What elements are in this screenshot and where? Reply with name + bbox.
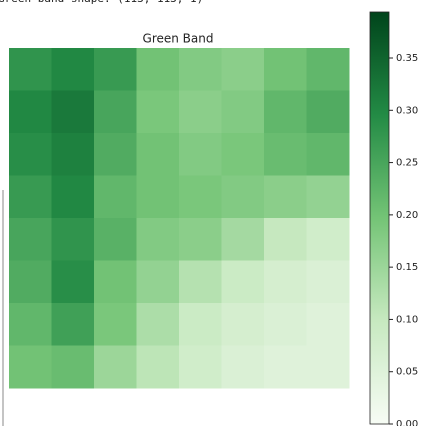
heatmap-cell (51, 175, 95, 219)
heatmap-cell (51, 303, 95, 346)
heatmap-cell (94, 303, 137, 346)
heatmap-cell (94, 90, 137, 134)
heatmap-cell (136, 133, 180, 176)
heatmap-cell (179, 133, 222, 176)
heatmap-cell (94, 260, 137, 304)
colorbar-tick-label: 0.15 (396, 262, 418, 273)
heatmap-cell (306, 303, 350, 346)
heatmap-cell (136, 218, 180, 261)
colorbar-tick-label: 0.35 (396, 53, 418, 64)
heatmap-cell (136, 345, 180, 389)
heatmap-cell (9, 48, 52, 91)
heatmap-cell (179, 90, 222, 134)
heatmap-cell (136, 175, 180, 219)
heatmap-cell (306, 345, 350, 389)
colorbar (369, 11, 390, 425)
heatmap-cell (94, 345, 137, 389)
heatmap-cell (306, 48, 350, 91)
heatmap-cell (179, 345, 222, 389)
heatmap-cell (306, 218, 350, 261)
heatmap-cell (94, 175, 137, 219)
heatmap-cell (9, 175, 52, 219)
heatmap-cell (51, 90, 95, 134)
heatmap-cell (179, 260, 222, 304)
heatmap-cell (51, 133, 95, 176)
heatmap-cell (264, 345, 307, 389)
heatmap-cell (264, 303, 307, 346)
heatmap-cell (9, 133, 52, 176)
heatmap-cell (221, 218, 265, 261)
heatmap-cell (136, 303, 180, 346)
colorbar-tick-label: 0.20 (396, 210, 418, 221)
chart-title: Green Band (143, 32, 214, 46)
heatmap-cell (51, 48, 95, 91)
heatmap-cell (306, 175, 350, 219)
heatmap-cell (179, 48, 222, 91)
heatmap-cell (264, 133, 307, 176)
colorbar-tick-label: 0.25 (396, 158, 418, 169)
heatmap-cell (94, 48, 137, 91)
heatmap-cell (9, 90, 52, 134)
heatmap-cell (179, 218, 222, 261)
heatmap-cell (221, 90, 265, 134)
colorbar-tick-label: 0.00 (396, 419, 418, 426)
heatmap-cell (264, 48, 307, 91)
colorbar-tick-label: 0.05 (396, 367, 418, 378)
heatmap-cell (9, 345, 52, 389)
heatmap-cell (51, 218, 95, 261)
heatmap-cell (264, 218, 307, 261)
heatmap-cell (306, 90, 350, 134)
heatmap-cell (9, 218, 52, 261)
heatmap-cell (221, 345, 265, 389)
heatmap-cell (94, 133, 137, 176)
heatmap-cell (221, 175, 265, 219)
heatmap-cell (9, 260, 52, 304)
heatmap-cell (136, 48, 180, 91)
heatmap-cell (221, 260, 265, 304)
heatmap-cell (9, 303, 52, 346)
heatmap-cell (179, 303, 222, 346)
heatmap-cell (221, 48, 265, 91)
heatmap-cell (136, 90, 180, 134)
output-text: Green band shape: (113, 113, 1) (0, 0, 203, 5)
heatmap-cell (306, 260, 350, 304)
colorbar-tick-label: 0.30 (396, 105, 418, 116)
heatmap-cell (51, 345, 95, 389)
heatmap-cell (306, 133, 350, 176)
heatmap-cell (221, 303, 265, 346)
colorbar-tick-label: 0.10 (396, 314, 418, 325)
heatmap-cell (221, 133, 265, 176)
heatmap-cell (264, 90, 307, 134)
heatmap-cell (136, 260, 180, 304)
heatmap-cell (264, 175, 307, 219)
heatmap-cell (94, 218, 137, 261)
heatmap-cell (51, 260, 95, 304)
heatmap-cell (179, 175, 222, 219)
heatmap-cell (264, 260, 307, 304)
